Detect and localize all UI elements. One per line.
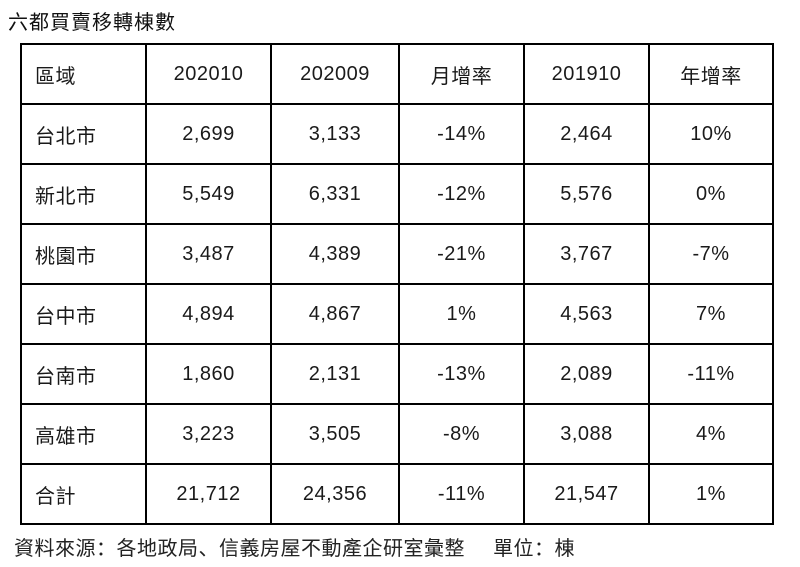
value-cell: 10% (648, 103, 774, 165)
region-cell: 台中市 (20, 283, 147, 345)
value-cell: 2,089 (523, 343, 650, 405)
value-cell: 1,860 (145, 343, 272, 405)
value-cell: 2,464 (523, 103, 650, 165)
table-row-new-taipei: 新北市 5,549 6,331 -12% 5,576 0% (20, 163, 774, 225)
value-cell: 21,547 (523, 463, 650, 525)
header-cell-201910: 201910 (523, 43, 650, 105)
region-cell: 桃園市 (20, 223, 147, 285)
value-cell: 1% (398, 283, 525, 345)
value-cell: 7% (648, 283, 774, 345)
header-cell-region: 區域 (20, 43, 147, 105)
region-cell: 高雄市 (20, 403, 147, 465)
value-cell: 5,549 (145, 163, 272, 225)
header-cell-202009: 202009 (270, 43, 400, 105)
value-cell: 3,223 (145, 403, 272, 465)
value-cell: -7% (648, 223, 774, 285)
six-metros-transfer-table: 區域 202010 202009 月增率 201910 年增率 台北市 2,69… (20, 43, 774, 525)
value-cell: -13% (398, 343, 525, 405)
value-cell: 4,389 (270, 223, 400, 285)
value-cell: -14% (398, 103, 525, 165)
table-row-taoyuan: 桃園市 3,487 4,389 -21% 3,767 -7% (20, 223, 774, 285)
value-cell: 3,487 (145, 223, 272, 285)
value-cell: 3,767 (523, 223, 650, 285)
value-cell: -8% (398, 403, 525, 465)
page-title: 六都買賣移轉棟數 (8, 12, 176, 34)
total-label-cell: 合計 (20, 463, 147, 525)
table-row-taipei: 台北市 2,699 3,133 -14% 2,464 10% (20, 103, 774, 165)
value-cell: 1% (648, 463, 774, 525)
table-row-taichung: 台中市 4,894 4,867 1% 4,563 7% (20, 283, 774, 345)
value-cell: 21,712 (145, 463, 272, 525)
value-cell: 2,699 (145, 103, 272, 165)
header-cell-202010: 202010 (145, 43, 272, 105)
table-row-total: 合計 21,712 24,356 -11% 21,547 1% (20, 463, 774, 525)
value-cell: -21% (398, 223, 525, 285)
value-cell: 4,563 (523, 283, 650, 345)
value-cell: 5,576 (523, 163, 650, 225)
table-row-kaohsiung: 高雄市 3,223 3,505 -8% 3,088 4% (20, 403, 774, 465)
header-cell-yoy-rate: 年增率 (648, 43, 774, 105)
unit-text: 單位：棟 (493, 538, 576, 560)
source-note: 資料來源：各地政局、信義房屋不動產企研室彙整 單位：棟 (14, 532, 575, 561)
value-cell: 0% (648, 163, 774, 225)
header-cell-mom-rate: 月增率 (398, 43, 525, 105)
value-cell: 3,088 (523, 403, 650, 465)
value-cell: -11% (398, 463, 525, 525)
region-cell: 台北市 (20, 103, 147, 165)
value-cell: -12% (398, 163, 525, 225)
value-cell: 3,133 (270, 103, 400, 165)
value-cell: 4,894 (145, 283, 272, 345)
value-cell: 4,867 (270, 283, 400, 345)
region-cell: 台南市 (20, 343, 147, 405)
value-cell: 3,505 (270, 403, 400, 465)
region-cell: 新北市 (20, 163, 147, 225)
value-cell: 24,356 (270, 463, 400, 525)
value-cell: 4% (648, 403, 774, 465)
table-header-row: 區域 202010 202009 月增率 201910 年增率 (20, 43, 774, 105)
source-text: 資料來源：各地政局、信義房屋不動產企研室彙整 (14, 538, 465, 560)
value-cell: 2,131 (270, 343, 400, 405)
value-cell: 6,331 (270, 163, 400, 225)
table-row-tainan: 台南市 1,860 2,131 -13% 2,089 -11% (20, 343, 774, 405)
value-cell: -11% (648, 343, 774, 405)
